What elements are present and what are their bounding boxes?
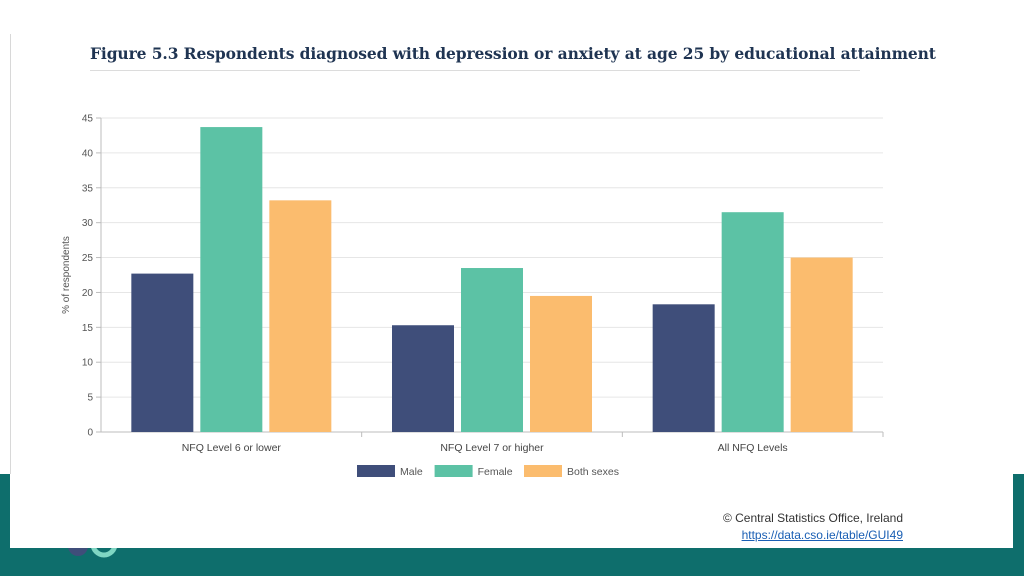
y-tick-label: 0: [87, 428, 93, 439]
x-tick-label: NFQ Level 7 or higher: [440, 442, 544, 454]
bar-both-sexes: [530, 295, 592, 432]
y-tick-label: 35: [82, 183, 94, 194]
legend-label: Male: [400, 466, 423, 478]
bar-both-sexes: [790, 257, 853, 432]
title-divider: [90, 70, 860, 71]
legend-swatch: [434, 465, 473, 477]
bar-both-sexes: [269, 200, 332, 432]
y-axis-label: % of respondents: [61, 236, 72, 314]
legend-label: Both sexes: [567, 466, 619, 478]
y-tick-label: 5: [87, 393, 93, 404]
legend-swatch: [357, 465, 395, 477]
y-tick-label: 15: [82, 323, 94, 334]
bar-female: [461, 268, 523, 432]
y-tick-label: 25: [82, 253, 94, 264]
y-tick-label: 10: [82, 358, 94, 369]
figure-title: Figure 5.3 Respondents diagnosed with de…: [90, 44, 936, 63]
y-tick-label: 20: [82, 288, 94, 299]
x-tick-label: All NFQ Levels: [718, 442, 788, 454]
card-divider: [10, 34, 11, 474]
credit-block: © Central Statistics Office, Ireland htt…: [723, 510, 903, 544]
bar-male: [131, 273, 194, 432]
bar-female: [200, 127, 263, 433]
y-tick-label: 45: [82, 114, 94, 125]
legend-label: Female: [478, 466, 513, 478]
y-tick-label: 30: [82, 218, 94, 229]
bar-male: [392, 325, 454, 432]
y-tick-label: 40: [82, 148, 94, 159]
bar-male: [652, 304, 715, 432]
bar-female: [721, 212, 784, 432]
x-tick-label: NFQ Level 6 or lower: [182, 442, 282, 454]
source-link[interactable]: https://data.cso.ie/table/GUI49: [741, 528, 903, 542]
credit-text: © Central Statistics Office, Ireland: [722, 511, 903, 525]
legend-swatch: [524, 465, 562, 477]
